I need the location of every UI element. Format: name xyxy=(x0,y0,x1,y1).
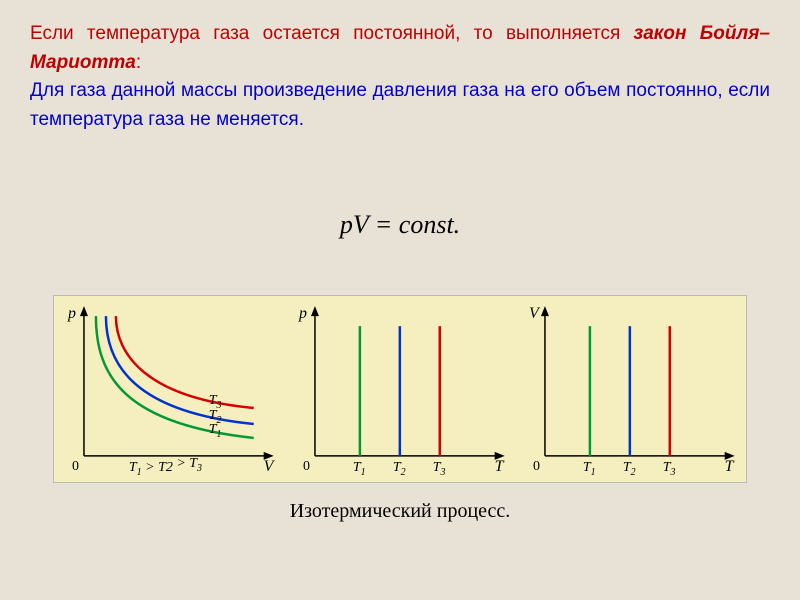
y-axis-label: p xyxy=(298,305,307,322)
intro-part2: : xyxy=(136,52,141,73)
origin-label: 0 xyxy=(72,459,79,474)
axes: p T 0 xyxy=(298,305,505,475)
isotherm-curve xyxy=(96,316,254,438)
temperature-tick: T1 xyxy=(583,460,596,478)
chart-pt-svg: p T 0 T1 T2 T3 xyxy=(285,296,516,482)
chart-vt-svg: V T 0 T1 T2 T3 xyxy=(515,296,746,482)
axes: V T 0 xyxy=(529,305,735,475)
isotherm-curve xyxy=(106,316,254,424)
temperature-tick: T2 xyxy=(623,460,636,478)
law-statement: Для газа данной массы произведение давле… xyxy=(30,80,770,130)
y-axis-label: V xyxy=(529,305,541,322)
x-axis-label: V xyxy=(264,458,276,475)
isotherm-curve xyxy=(116,316,254,408)
caption: Изотермический процесс. xyxy=(0,500,800,523)
intro-line: Если температура газа остается постоянно… xyxy=(30,23,770,73)
chart-pv: p V 0 T1T2T3 T1 > T2 > T3 xyxy=(54,296,285,482)
chart-vt: V T 0 T1 T2 T3 xyxy=(515,296,746,482)
temperature-inequality: T1 > T2 > T3 xyxy=(129,456,202,478)
temperature-tick: T3 xyxy=(663,460,676,478)
y-axis-label: p xyxy=(67,305,76,322)
temperature-tick: T2 xyxy=(393,460,406,478)
temperature-tick: T3 xyxy=(432,460,445,478)
origin-label: 0 xyxy=(533,459,540,474)
charts-container: p V 0 T1T2T3 T1 > T2 > T3 p T 0 T1T2T3 xyxy=(53,295,747,483)
chart-pt: p T 0 T1 T2 T3 xyxy=(285,296,516,482)
x-axis-label: T xyxy=(494,458,504,475)
formula: pV = const. xyxy=(0,210,800,240)
chart-pv-svg: p V 0 T1T2T3 T1 > T2 > T3 xyxy=(54,296,285,482)
pv-curves: T1T2T3 xyxy=(96,316,254,440)
temperature-tick: T1 xyxy=(353,460,366,478)
origin-label: 0 xyxy=(303,459,310,474)
pt-lines: T1 T2 T3 xyxy=(353,326,446,478)
x-axis-label: T xyxy=(725,458,735,475)
intro-part1: Если температура газа остается постоянно… xyxy=(30,23,634,44)
vt-lines: T1 T2 T3 xyxy=(583,326,676,478)
description-text: Если температура газа остается постоянно… xyxy=(30,20,770,134)
